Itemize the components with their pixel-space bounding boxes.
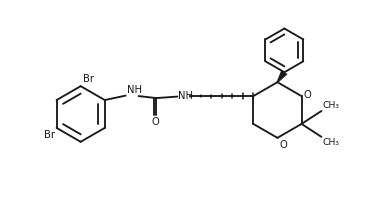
Text: O: O bbox=[279, 140, 287, 150]
Text: CH₃: CH₃ bbox=[322, 101, 339, 110]
Text: Br: Br bbox=[83, 74, 94, 84]
Text: NH: NH bbox=[127, 85, 142, 95]
Text: NH: NH bbox=[178, 91, 193, 101]
Polygon shape bbox=[277, 70, 287, 83]
Text: O: O bbox=[303, 90, 311, 100]
Text: Br: Br bbox=[44, 130, 54, 140]
Text: O: O bbox=[151, 117, 159, 127]
Text: CH₃: CH₃ bbox=[322, 138, 339, 147]
